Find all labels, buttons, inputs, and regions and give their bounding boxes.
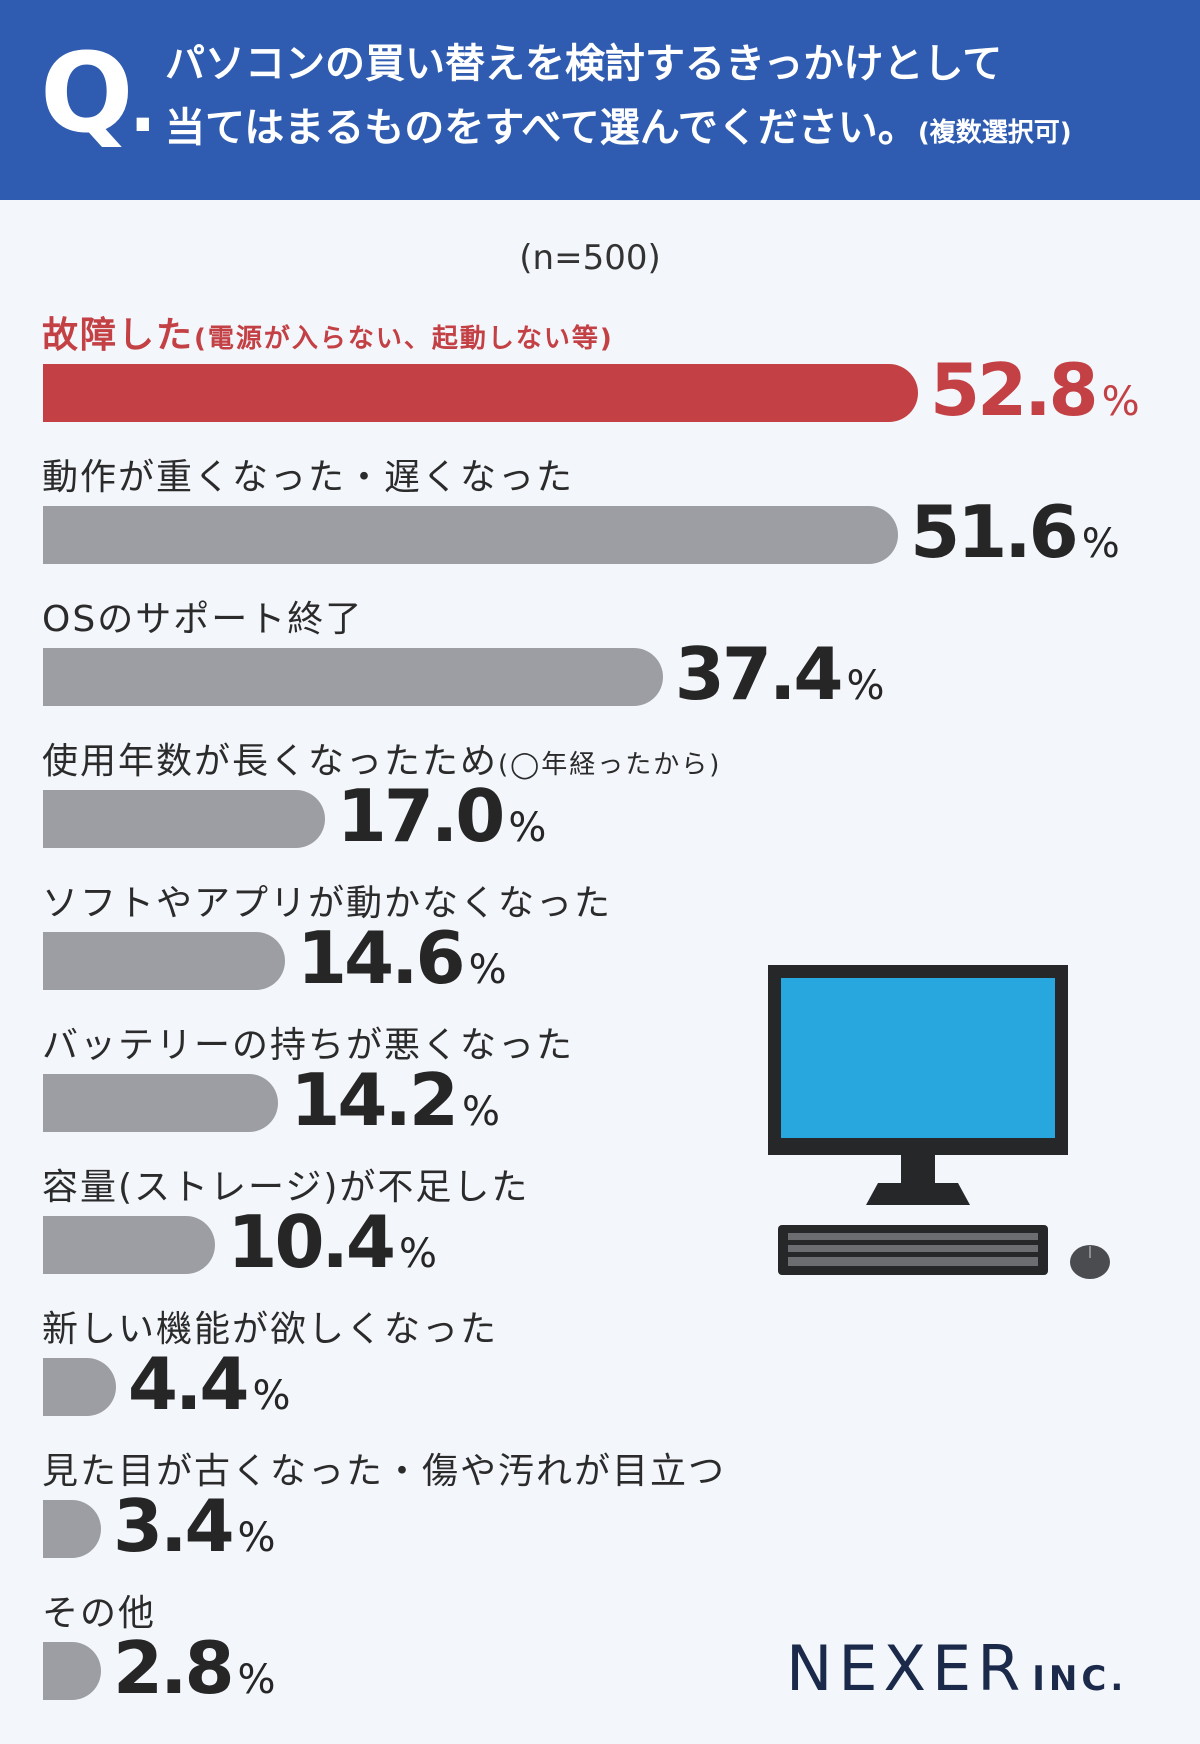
bar [43,506,899,564]
category-note: (電源が入らない、起動しない等) [194,324,614,354]
value-label: 51.6% [910,490,1120,574]
category-note: (◯年経ったから) [498,750,722,780]
bar [43,1642,101,1700]
bar [43,1500,101,1558]
category-text: 新しい機能が欲しくなった [42,1309,499,1350]
category-label: その他 [42,1584,156,1636]
value-label: 10.4% [227,1200,438,1284]
category-label: 容量(ストレージ)が不足した [42,1158,529,1210]
value-label: 2.8% [113,1626,276,1710]
value-label: 17.0% [336,774,547,858]
question-line-1: パソコンの買い替えを検討するきっかけとして [165,41,1003,87]
bar [43,364,918,422]
bar [43,1216,216,1274]
category-text: 故障した [42,315,195,356]
question-note: (複数選択可) [917,118,1072,148]
category-label: 使用年数が長くなったため(◯年経ったから) [42,732,721,784]
bar [43,1074,279,1132]
category-label: ソフトやアプリが動かなくなった [42,874,612,926]
value-label: 14.2% [290,1058,500,1142]
bar [43,1358,116,1416]
category-text: バッテリーの持ちが悪くなった [42,1025,575,1066]
bar [43,648,663,706]
bar [43,790,325,848]
category-text: その他 [42,1593,157,1634]
value-label: 37.4% [674,632,885,716]
category-text: 見た目が古くなった・傷や汚れが目立つ [42,1451,727,1492]
category-text: 動作が重くなった・遅くなった [42,457,575,498]
desktop-computer-icon [768,965,1110,1279]
category-label: 見た目が古くなった・傷や汚れが目立つ [42,1442,726,1494]
category-text: OSのサポート終了 [42,599,364,640]
value-label: 3.4% [113,1484,276,1568]
question-header: Q. パソコンの買い替えを検討するきっかけとして 当てはまるものをすべて選んでく… [0,0,1200,200]
category-label: バッテリーの持ちが悪くなった [42,1016,574,1068]
category-label: 故障した(電源が入らない、起動しない等) [42,306,614,358]
value-label: 4.4% [127,1342,291,1426]
sample-size: (n=500) [519,238,661,278]
category-text: ソフトやアプリが動かなくなった [42,883,613,924]
q-mark: Q. [40,29,156,157]
bar [43,932,285,990]
value-label: 52.8% [930,348,1140,432]
brand-logo: NEXER INC. [786,1632,1128,1705]
category-text: 使用年数が長くなったため [42,741,499,782]
category-label: OSのサポート終了 [42,590,363,642]
category-label: 新しい機能が欲しくなった [42,1300,498,1352]
category-text: 容量(ストレージ)が不足した [42,1167,530,1208]
question-line-2: 当てはまるものをすべて選んでください。(複数選択可) [165,105,1072,151]
value-label: 14.6% [296,916,507,1000]
category-label: 動作が重くなった・遅くなった [42,448,574,500]
